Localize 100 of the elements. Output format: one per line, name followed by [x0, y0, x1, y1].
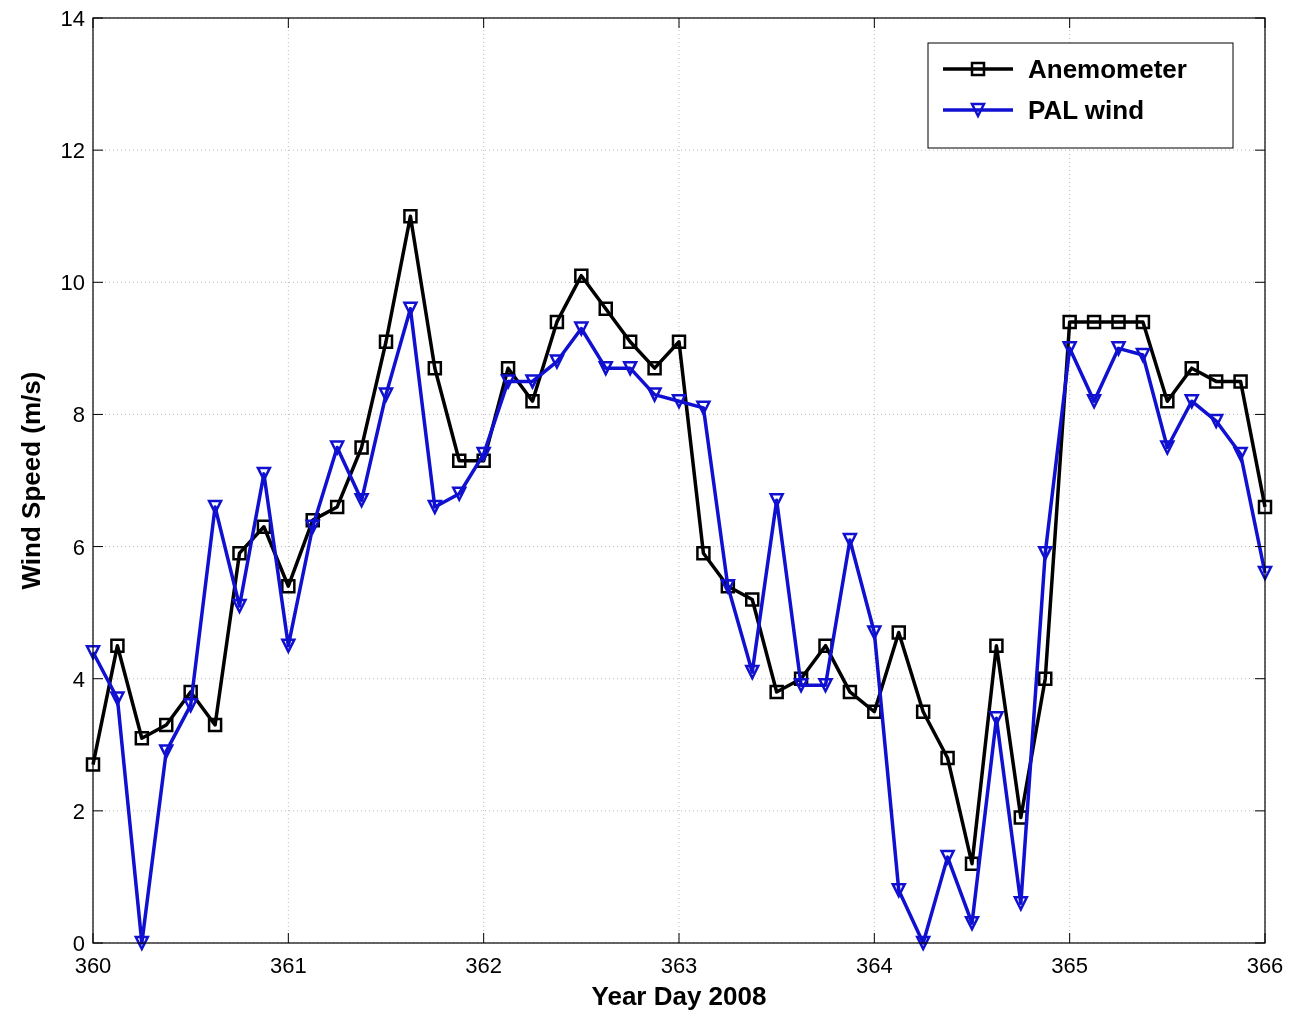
point — [110, 638, 125, 653]
point — [427, 360, 443, 376]
x-tick-label: 366 — [1246, 953, 1284, 978]
point — [85, 645, 101, 660]
point — [940, 750, 955, 766]
point — [940, 849, 955, 865]
point — [964, 915, 980, 931]
point — [574, 321, 589, 336]
x-tick-label: 360 — [74, 953, 112, 978]
point — [671, 393, 687, 409]
point — [159, 717, 174, 733]
point — [1038, 545, 1053, 561]
point — [1184, 360, 1199, 376]
point — [745, 664, 760, 680]
y-axis-title: Wind Speed (m/s) — [16, 371, 46, 590]
point — [891, 882, 906, 898]
point — [525, 374, 540, 389]
x-tick-label: 365 — [1051, 953, 1089, 978]
point — [110, 691, 125, 706]
y-tick-label: 6 — [72, 534, 85, 560]
point — [647, 387, 662, 402]
point — [1208, 374, 1224, 389]
point — [1086, 393, 1102, 409]
point — [1184, 393, 1199, 409]
point — [1062, 314, 1077, 330]
point — [452, 486, 467, 501]
y-tick-label: 14 — [60, 6, 85, 31]
point — [842, 684, 858, 700]
point — [793, 678, 809, 693]
x-tick-label: 362 — [465, 953, 503, 978]
point — [1038, 671, 1053, 686]
point — [671, 334, 687, 349]
point — [1257, 565, 1273, 581]
point — [1135, 347, 1151, 363]
point — [1086, 314, 1102, 330]
point — [525, 393, 540, 409]
point — [207, 717, 223, 733]
point — [1111, 314, 1126, 330]
point — [1233, 446, 1248, 462]
point — [696, 400, 711, 416]
point — [598, 360, 613, 376]
point — [647, 360, 662, 376]
y-tick-label: 2 — [72, 798, 85, 824]
point — [696, 545, 711, 561]
point — [622, 334, 638, 349]
legend-label: PAL wind — [1028, 95, 1145, 125]
point — [427, 499, 443, 515]
point — [354, 440, 369, 455]
point — [989, 711, 1004, 726]
point — [915, 704, 931, 719]
point — [622, 360, 638, 376]
point — [476, 446, 491, 462]
point — [915, 935, 931, 951]
point — [745, 592, 760, 607]
point — [1111, 341, 1126, 356]
point — [183, 697, 198, 713]
point — [574, 268, 589, 283]
point — [354, 493, 369, 508]
y-tick-label: 8 — [72, 402, 85, 428]
point — [818, 678, 833, 693]
point — [378, 334, 394, 349]
point — [85, 757, 101, 772]
point — [1135, 314, 1151, 330]
point — [769, 684, 784, 700]
point — [232, 545, 247, 561]
y-tick-label: 10 — [60, 270, 85, 296]
point — [403, 208, 418, 224]
point — [329, 499, 345, 515]
point — [134, 730, 150, 746]
point — [1013, 896, 1029, 911]
point — [598, 301, 613, 316]
x-tick-label: 364 — [855, 953, 893, 978]
point — [1160, 440, 1175, 455]
point — [281, 638, 296, 653]
point — [452, 453, 467, 468]
point — [134, 935, 150, 951]
point — [867, 625, 882, 640]
y-tick-label: 0 — [72, 931, 85, 956]
point — [1257, 499, 1273, 515]
x-tick-label: 363 — [660, 953, 698, 978]
point — [403, 301, 418, 316]
x-tick-label: 361 — [269, 953, 307, 978]
point — [891, 625, 906, 640]
point — [1062, 341, 1077, 356]
point — [1160, 393, 1175, 409]
point — [305, 519, 320, 534]
point — [232, 598, 247, 614]
x-axis-title: Year Day 2008 — [591, 981, 767, 1011]
point — [378, 387, 394, 402]
point — [159, 744, 174, 759]
point — [549, 354, 565, 369]
point — [1233, 374, 1248, 389]
point — [1208, 413, 1224, 429]
y-tick-label: 12 — [60, 138, 85, 164]
point — [549, 314, 565, 330]
y-tick-label: 4 — [72, 666, 85, 692]
point — [329, 440, 345, 455]
legend-label: Anemometer — [1028, 54, 1187, 84]
point — [281, 578, 296, 594]
point — [989, 638, 1004, 653]
